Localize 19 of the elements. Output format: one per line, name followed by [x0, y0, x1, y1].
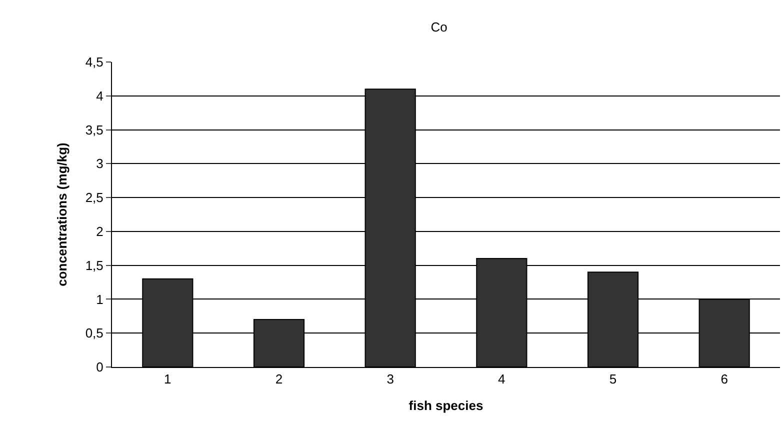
y-tick-label: 1,5 [85, 258, 104, 273]
y-tick-label: 0 [96, 360, 104, 375]
chart-title: Co [430, 19, 448, 34]
y-tick-label: 3,5 [85, 122, 104, 138]
x-tick-label: 5 [609, 372, 617, 387]
y-tick-label: 2,5 [85, 190, 104, 206]
x-tick-label: 1 [164, 372, 172, 387]
y-axis-title: concentrations (mg/kg) [54, 142, 70, 286]
y-tick-label: 3 [96, 156, 104, 172]
y-tick-label: 4 [96, 88, 104, 104]
x-tick-label: 3 [386, 372, 394, 387]
x-tick-label: 4 [498, 372, 506, 387]
y-tick-label: 0,5 [85, 326, 104, 341]
x-axis-title: fish species [408, 398, 484, 414]
y-tick-label: 2 [96, 224, 104, 239]
x-tick-label: 6 [720, 372, 728, 387]
y-tick-label: 1 [96, 292, 104, 307]
x-tick-label: 2 [275, 372, 283, 387]
y-tick-label: 4,5 [85, 54, 104, 70]
